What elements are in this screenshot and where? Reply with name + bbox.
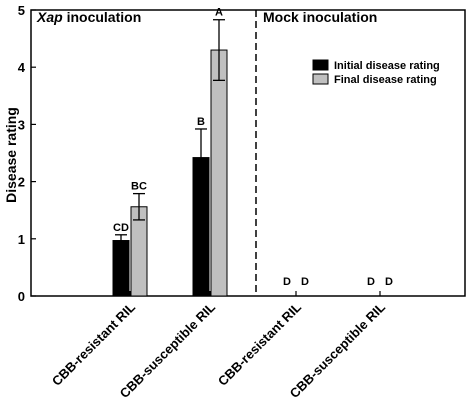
legend-swatch-final <box>312 73 329 85</box>
legend-label-final: Final disease rating <box>334 74 437 86</box>
legend-label-initial: Initial disease rating <box>334 60 440 72</box>
y-tick-label: 0 <box>18 289 25 304</box>
significance-letter: BC <box>131 181 147 193</box>
panel-title-xap: Xap inoculation <box>36 9 141 25</box>
y-axis: 0 1 2 3 4 5 <box>18 3 36 304</box>
legend: Initial disease rating Final disease rat… <box>312 59 440 86</box>
significance-letter: CD <box>113 222 129 234</box>
significance-letter: A <box>215 7 223 19</box>
significance-letter: D <box>283 276 291 288</box>
x-category-label: CBB-resistant RIL <box>215 299 304 388</box>
legend-swatch-initial <box>312 59 329 71</box>
x-category-label: CBB-resistant RIL <box>49 299 138 388</box>
x-category-label: CBB-susceptible RIL <box>287 299 389 401</box>
significance-letter: B <box>197 116 205 128</box>
y-tick-label: 5 <box>18 3 25 18</box>
bars <box>112 49 228 297</box>
panel-title-mock: Mock inoculation <box>263 9 377 25</box>
significance-letter: D <box>367 276 375 288</box>
error-bars <box>115 19 225 247</box>
significance-letter: D <box>385 276 393 288</box>
bar <box>210 49 228 297</box>
y-tick-label: 4 <box>18 60 26 75</box>
plot-frame <box>30 9 466 297</box>
y-tick-label: 2 <box>18 175 25 190</box>
y-tick-label: 1 <box>18 232 25 247</box>
significance-letter: D <box>301 276 309 288</box>
y-axis-label: Disease rating <box>3 107 19 203</box>
bar <box>112 240 130 297</box>
y-tick-label: 3 <box>18 117 25 132</box>
